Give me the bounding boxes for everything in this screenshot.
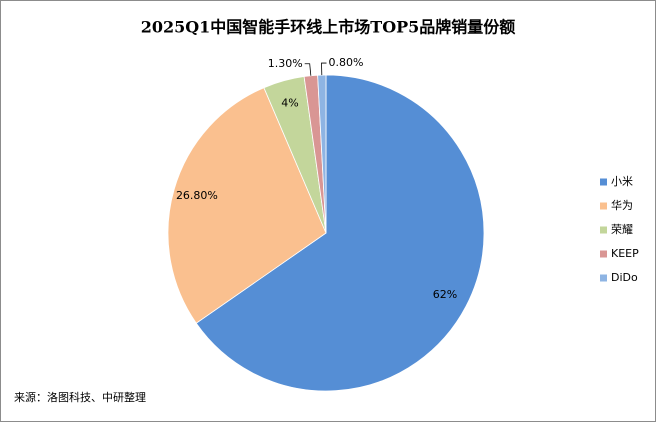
legend-swatch bbox=[600, 250, 607, 258]
legend-label: 小米 bbox=[611, 175, 633, 188]
pie-slice bbox=[167, 87, 327, 324]
legend-label: 华为 bbox=[611, 198, 633, 212]
leader-line bbox=[304, 63, 312, 76]
legend-label: KEEP bbox=[611, 247, 639, 260]
chart-title: 2025Q1中国智能手环线上市场TOP5品牌销量份额 bbox=[141, 18, 516, 37]
legend-swatch bbox=[600, 202, 607, 210]
data-label: 62% bbox=[433, 288, 457, 301]
legend-swatch bbox=[600, 226, 607, 234]
leader-line bbox=[321, 62, 327, 76]
pie-slice bbox=[195, 74, 485, 392]
legend-swatch bbox=[600, 274, 607, 282]
pie-slice bbox=[317, 74, 327, 234]
data-label: 4% bbox=[281, 97, 298, 110]
data-label: 26.80% bbox=[176, 189, 218, 202]
legend-label: DiDo bbox=[611, 271, 638, 284]
legend-swatch bbox=[600, 178, 607, 186]
source-note: 来源：洛图科技、中研整理 bbox=[14, 390, 146, 404]
data-label: 1.30% bbox=[268, 57, 303, 70]
legend-label: 荣耀 bbox=[611, 223, 633, 236]
data-label: 0.80% bbox=[328, 56, 363, 69]
